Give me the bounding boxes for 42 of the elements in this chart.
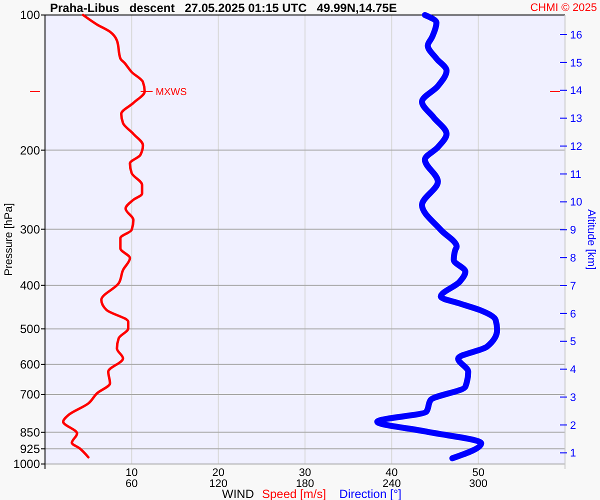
y2-tick-label: 11	[570, 168, 582, 181]
y-tick-label: 700	[20, 388, 40, 402]
y2-tick-label: 8	[570, 252, 576, 264]
x-axis-title: WIND	[222, 487, 254, 500]
y2-tick-label: 5	[570, 336, 576, 348]
x2-tick-label: 300	[469, 478, 488, 490]
y-tick-label: 925	[20, 442, 40, 456]
y2-tick-label: 13	[570, 113, 582, 126]
y2-tick-label: 14	[570, 85, 582, 98]
y-tick-label: 1000	[13, 457, 40, 472]
x2-tick-label: 180	[296, 478, 314, 490]
y2-tick-label: 15	[570, 57, 582, 70]
y2-axis-title: Altitude [km]	[585, 209, 597, 270]
x-tick-label: 10	[126, 467, 138, 479]
y-tick-label: 500	[20, 322, 40, 336]
x2-tick-label: 120	[209, 478, 228, 490]
y2-tick-label: 4	[570, 364, 576, 376]
y2-tick-label: 10	[570, 196, 582, 209]
y2-tick-label: 12	[570, 140, 582, 153]
y-tick-label: 400	[20, 278, 40, 293]
text: CHMI © 2025	[530, 2, 597, 14]
y-tick-label: 300	[20, 222, 40, 236]
x-tick-label: 20	[212, 467, 224, 479]
y2-tick-label: 9	[570, 224, 576, 237]
y2-tick-label: 6	[570, 308, 576, 320]
y-tick-label: 100	[20, 8, 40, 22]
x-tick-label: 30	[298, 467, 312, 479]
y2-tick-label: 2	[570, 420, 576, 432]
y2-tick-label: 3	[570, 392, 576, 404]
y-tick-label: 600	[20, 358, 40, 372]
y-axis-title: Pressure [hPa]	[3, 203, 15, 276]
y-tick-label: 200	[20, 143, 40, 158]
y-tick-label: 850	[20, 426, 40, 440]
y2-tick-label: 16	[570, 29, 582, 42]
chart-title: Praha-Libus descent 27.05.2025 01:15 UTC 49.99N,14.75E	[50, 1, 397, 15]
x2-tick-label: 60	[126, 478, 138, 490]
x-tick-label: 40	[386, 467, 398, 479]
y2-tick-label: 1	[570, 448, 576, 460]
y2-tick-label: 7	[570, 280, 576, 292]
annotation: MXWS	[156, 86, 188, 98]
x2-tick-label: 240	[382, 478, 401, 490]
x-tick-label: 50	[472, 467, 484, 479]
